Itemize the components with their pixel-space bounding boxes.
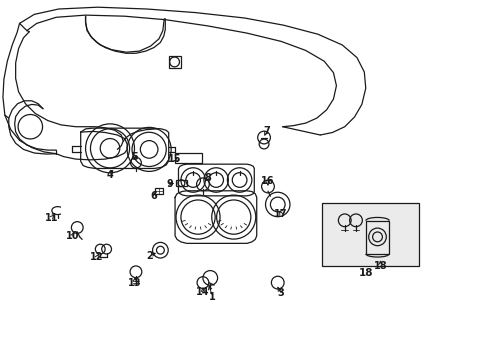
Text: 7: 7	[263, 126, 269, 136]
Bar	[175, 153, 202, 163]
Text: 13: 13	[127, 278, 141, 288]
Text: 11: 11	[44, 213, 58, 223]
Text: 14: 14	[196, 287, 209, 297]
Text: 2: 2	[145, 251, 152, 261]
Text: 18: 18	[373, 261, 386, 271]
Bar	[321, 203, 418, 266]
Text: 5: 5	[131, 152, 138, 162]
Text: 3: 3	[277, 288, 284, 298]
Bar	[365, 221, 388, 254]
Text: 1: 1	[209, 292, 216, 302]
Text: 10: 10	[65, 231, 79, 241]
Text: 8: 8	[204, 173, 211, 183]
Text: 12: 12	[90, 252, 103, 262]
Text: 4: 4	[106, 170, 113, 180]
Bar	[168, 56, 181, 68]
Text: 17: 17	[274, 209, 287, 219]
Text: 15: 15	[168, 154, 182, 164]
Text: 18: 18	[358, 268, 372, 278]
Bar	[154, 188, 163, 194]
Text: 6: 6	[150, 191, 157, 201]
Text: 9: 9	[166, 179, 173, 189]
Text: 16: 16	[261, 176, 274, 186]
Bar	[176, 180, 186, 186]
